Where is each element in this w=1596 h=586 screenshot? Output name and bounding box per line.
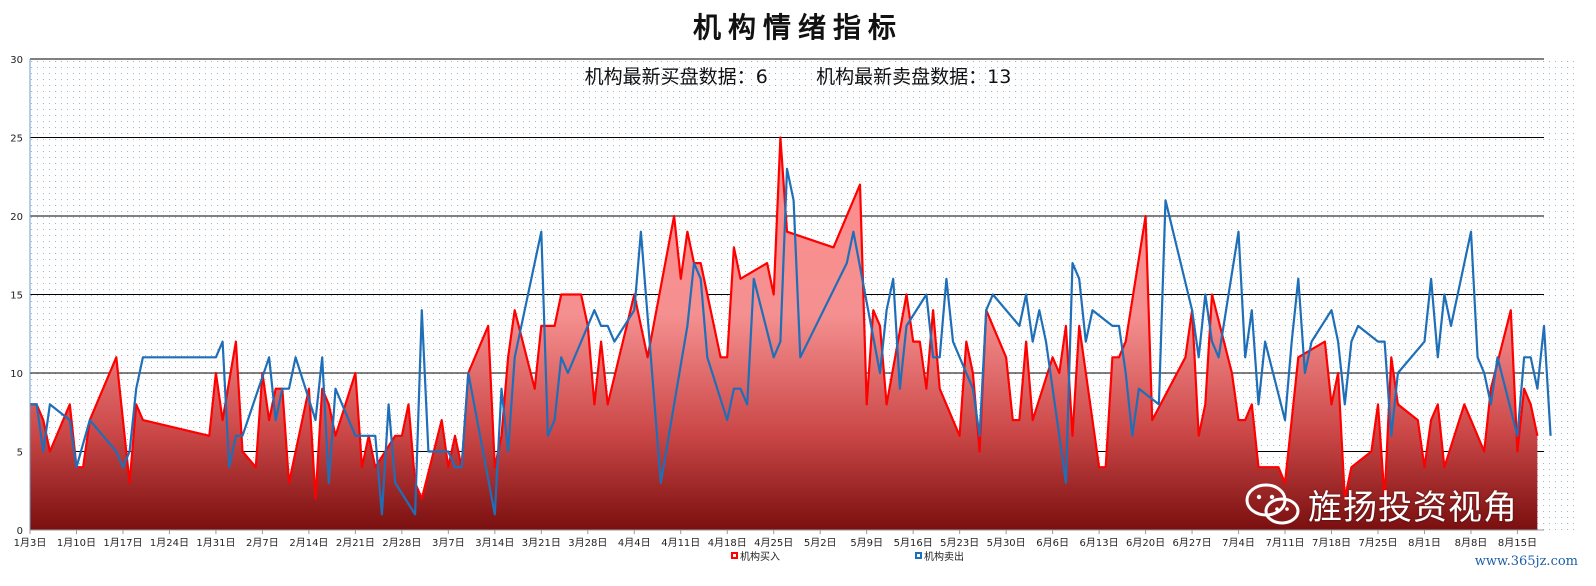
y-tick-label: 10 <box>10 369 23 380</box>
series-layer <box>30 136 1552 530</box>
legend-label-buy: 机构买入 <box>740 552 780 563</box>
x-tick-label: 7月18日 <box>1312 537 1351 549</box>
buy-area-fill <box>30 137 1538 530</box>
x-tick-label: 1月17日 <box>103 537 142 549</box>
y-tick-label: 25 <box>10 134 23 145</box>
y-tick-label: 30 <box>10 55 23 66</box>
x-tick-label: 8月15日 <box>1498 537 1537 549</box>
x-tick-label: 3月14日 <box>475 537 514 549</box>
x-tick-label: 4月4日 <box>618 537 651 549</box>
x-tick-label: 3月28日 <box>568 537 607 549</box>
x-tick-label: 7月11日 <box>1265 537 1304 549</box>
x-tick-label: 2月28日 <box>382 537 421 549</box>
x-tick-label: 6月6日 <box>1036 537 1069 549</box>
x-tick-label: 5月9日 <box>850 537 883 549</box>
x-tick-label: 4月25日 <box>754 537 793 549</box>
legend-item-sell[interactable]: 机构卖出 <box>915 548 964 563</box>
x-tick-label: 1月10日 <box>57 537 96 549</box>
wechat-watermark: 旌扬投资视角 <box>1244 480 1518 529</box>
watermark-text: 旌扬投资视角 <box>1308 488 1518 528</box>
x-tick-label: 5月2日 <box>804 537 837 549</box>
buy-latest-label: 机构最新买盘数据： <box>584 66 756 88</box>
x-tick-label: 7月4日 <box>1222 537 1255 549</box>
x-tick-label: 8月8日 <box>1455 537 1488 549</box>
x-tick-label: 8月1日 <box>1408 537 1441 549</box>
latest-data-summary: 机构最新买盘数据：6 机构最新卖盘数据：13 <box>0 62 1596 89</box>
x-tick-label: 5月16日 <box>894 537 933 549</box>
x-tick-label: 2月14日 <box>289 537 328 549</box>
x-tick-label: 5月23日 <box>940 537 979 549</box>
site-url: www.365jz.com <box>1474 554 1578 569</box>
chart-title: 机构情绪指标 <box>692 11 903 44</box>
x-tick-label: 1月3日 <box>14 537 47 549</box>
x-tick-label: 5月30日 <box>987 537 1026 549</box>
x-tick-label: 1月31日 <box>196 537 235 549</box>
legend-item-buy[interactable]: 机构买入 <box>731 548 780 563</box>
legend-swatch-sell-icon <box>915 552 922 559</box>
x-tick-label: 2月21日 <box>336 537 375 549</box>
y-tick-label: 5 <box>17 448 23 459</box>
sell-latest-label: 机构最新卖盘数据： <box>816 66 988 88</box>
axes: 0 5 10 15 20 25 30 1月3日 1月10日 1月17日 1月24日 1月31日 2月7日… <box>10 55 1544 549</box>
y-tick-label: 0 <box>17 526 23 537</box>
x-tick-label: 7月25日 <box>1358 537 1397 549</box>
x-tick-label: 6月13日 <box>1080 537 1119 549</box>
legend-swatch-buy-icon <box>731 552 738 559</box>
buy-latest-value: 6 <box>755 66 768 88</box>
x-tick-label: 4月11日 <box>661 537 700 549</box>
x-tick-label: 6月27日 <box>1173 537 1212 549</box>
sell-latest-value: 13 <box>987 66 1012 88</box>
x-tick-label: 1月24日 <box>150 537 189 549</box>
x-tick-label: 3月21日 <box>522 537 561 549</box>
y-tick-label: 20 <box>10 212 23 223</box>
x-tick-label: 2月7日 <box>246 537 279 549</box>
sell-series-line <box>30 167 1552 516</box>
x-tick-label: 6月20日 <box>1126 537 1165 549</box>
x-tick-label: 3月7日 <box>432 537 465 549</box>
x-tick-label: 4月18日 <box>708 537 747 549</box>
legend-label-sell: 机构卖出 <box>924 552 964 563</box>
wechat-logo-icon <box>1245 483 1300 524</box>
buy-series-line <box>30 136 1539 500</box>
y-tick-label: 15 <box>10 291 23 302</box>
